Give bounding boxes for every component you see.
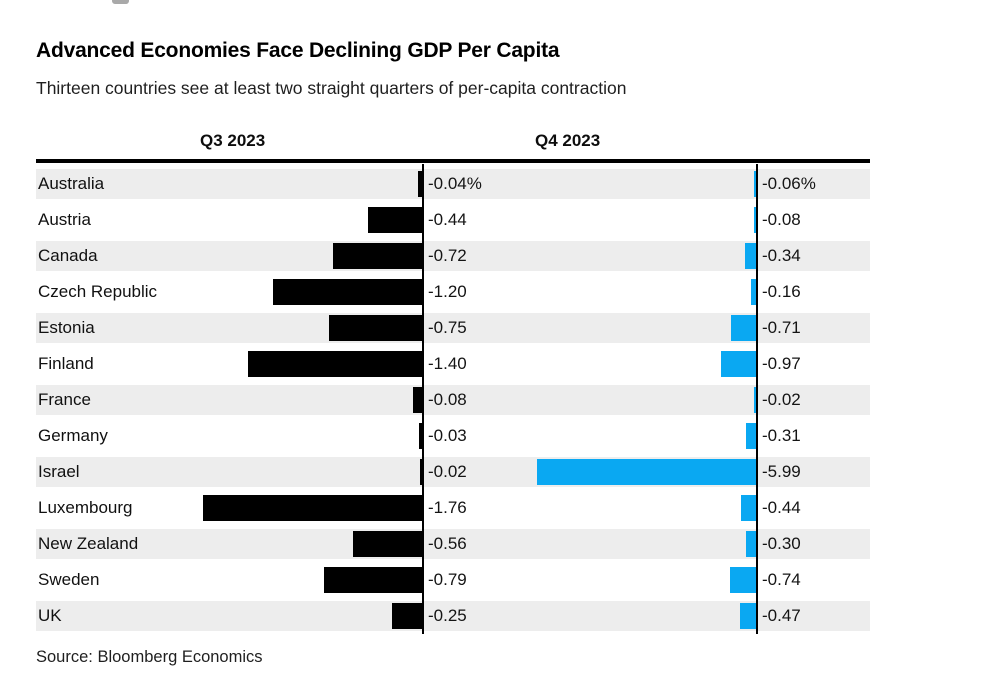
country-row: Luxembourg -1.76 -0.44 xyxy=(36,493,870,523)
q3-value-label: -1.40 xyxy=(428,354,467,373)
q4-value-label: -0.44 xyxy=(762,498,801,517)
country-label: Canada xyxy=(38,246,98,265)
country-row: Australia -0.04% -0.06% xyxy=(36,169,870,199)
country-label: Israel xyxy=(38,462,80,481)
country-label: UK xyxy=(38,606,62,625)
q4-value-label: -0.31 xyxy=(762,426,801,445)
chart-subtitle: Thirteen countries see at least two stra… xyxy=(36,78,627,98)
q4-bar xyxy=(721,351,757,377)
q4-zero-axis xyxy=(756,164,758,634)
cropped-ui-artifact xyxy=(112,0,129,4)
country-row: Sweden -0.79 -0.74 xyxy=(36,565,870,595)
country-label: France xyxy=(38,390,91,409)
q4-bar xyxy=(754,207,757,233)
q3-value-label: -1.20 xyxy=(428,282,467,301)
q3-bar xyxy=(419,423,423,449)
q3-value-label: -0.79 xyxy=(428,570,467,589)
q4-value-label: -0.34 xyxy=(762,246,801,265)
q4-bar xyxy=(745,423,757,449)
q3-value-label: -0.03 xyxy=(428,426,467,445)
q3-bar xyxy=(324,567,423,593)
country-label: Finland xyxy=(38,354,94,373)
q4-value-label: -0.97 xyxy=(762,354,801,373)
q3-value-label: -0.04% xyxy=(428,174,482,193)
q4-value-label: -0.74 xyxy=(762,570,801,589)
source-note: Source: Bloomberg Economics xyxy=(36,648,263,666)
country-label: Luxembourg xyxy=(38,498,133,517)
q3-value-label: -0.08 xyxy=(428,390,467,409)
country-row: Finland -1.40 -0.97 xyxy=(36,349,870,379)
country-label: Sweden xyxy=(38,570,100,589)
q3-bar xyxy=(353,531,423,557)
country-row: France -0.08 -0.02 xyxy=(36,385,870,415)
q4-bar xyxy=(739,603,757,629)
q3-value-label: -0.75 xyxy=(428,318,467,337)
q3-bar xyxy=(333,243,423,269)
q4-bar xyxy=(751,279,757,305)
country-label: Czech Republic xyxy=(38,282,158,301)
country-row: Israel -0.02 -5.99 xyxy=(36,457,870,487)
q3-bar xyxy=(420,459,423,485)
q4-value-label: -0.30 xyxy=(762,534,801,553)
q4-bar xyxy=(537,459,757,485)
q4-bar xyxy=(754,171,757,197)
country-row: Czech Republic -1.20 -0.16 xyxy=(36,277,870,307)
country-label: Australia xyxy=(38,174,105,193)
q4-value-label: -0.06% xyxy=(762,174,816,193)
country-label: Estonia xyxy=(38,318,95,337)
q3-bar xyxy=(273,279,423,305)
q3-bar xyxy=(203,495,423,521)
q4-value-label: -0.08 xyxy=(762,210,801,229)
column-header-q3: Q3 2023 xyxy=(200,131,266,150)
chart-rows: Australia -0.04% -0.06% Austria -0.44 -0.08 Ca… xyxy=(36,164,870,634)
q3-bar xyxy=(329,315,423,341)
q4-value-label: -0.47 xyxy=(762,606,801,625)
q3-value-label: -0.44 xyxy=(428,210,467,229)
q3-bar xyxy=(413,387,423,413)
country-label: Austria xyxy=(38,210,91,229)
q3-bar xyxy=(368,207,423,233)
q4-value-label: -0.71 xyxy=(762,318,801,337)
q3-value-label: -0.25 xyxy=(428,606,467,625)
q4-value-label: -0.02 xyxy=(762,390,801,409)
q4-bar xyxy=(730,315,757,341)
top-rule xyxy=(36,159,870,163)
q3-value-label: -0.72 xyxy=(428,246,467,265)
country-label: New Zealand xyxy=(38,534,139,553)
q4-bar xyxy=(740,495,757,521)
q3-bar xyxy=(418,171,423,197)
q3-value-label: -0.56 xyxy=(428,534,467,553)
q3-zero-axis xyxy=(422,164,424,634)
q3-bar xyxy=(248,351,423,377)
q3-value-label: -0.02 xyxy=(428,462,467,481)
q4-value-label: -5.99 xyxy=(762,462,801,481)
country-row: Canada -0.72 -0.34 xyxy=(36,241,870,271)
q4-bar xyxy=(744,243,757,269)
q4-bar xyxy=(729,567,757,593)
country-label: Germany xyxy=(38,426,108,445)
q4-value-label: -0.16 xyxy=(762,282,801,301)
chart-title: Advanced Economies Face Declining GDP Pe… xyxy=(36,39,560,62)
q3-bar xyxy=(391,603,423,629)
q3-value-label: -1.76 xyxy=(428,498,467,517)
country-row: Austria -0.44 -0.08 xyxy=(36,205,870,235)
country-row: Estonia -0.75 -0.71 xyxy=(36,313,870,343)
country-row: New Zealand -0.56 -0.30 xyxy=(36,529,870,559)
q4-bar xyxy=(745,531,757,557)
column-header-q4: Q4 2023 xyxy=(535,131,601,150)
country-row: Germany -0.03 -0.31 xyxy=(36,421,870,451)
q4-bar xyxy=(754,387,757,413)
country-row: UK -0.25 -0.47 xyxy=(36,601,870,631)
